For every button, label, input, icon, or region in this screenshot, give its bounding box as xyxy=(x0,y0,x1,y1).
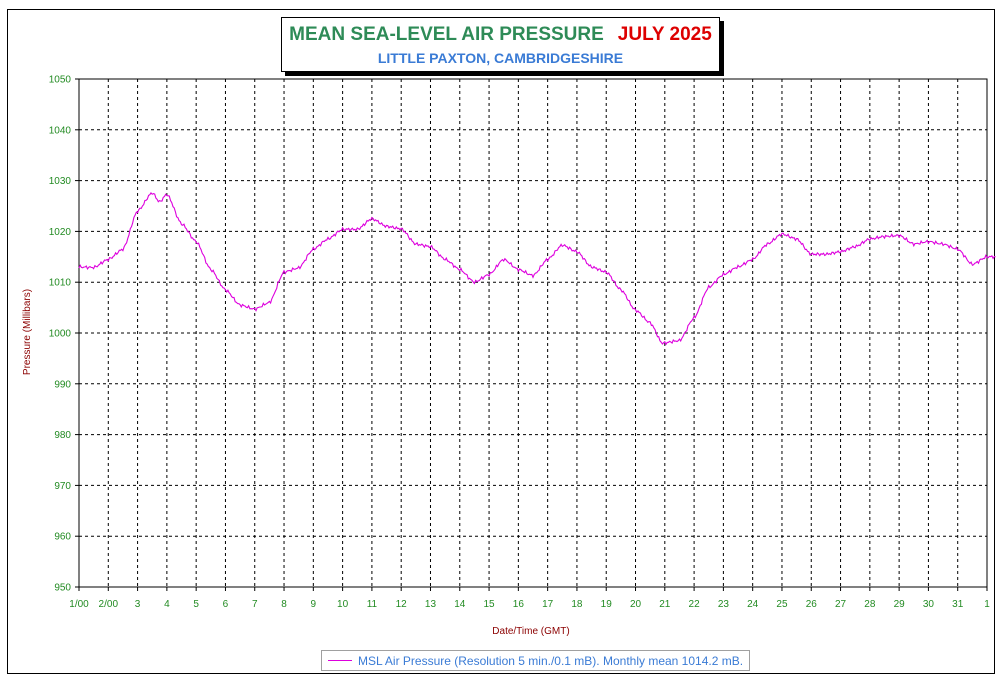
title-line: MEAN SEA-LEVEL AIR PRESSURE JULY 2025 xyxy=(282,24,719,46)
x-tick-labels: 1/00 2/00 3 4 5 6 7 8 9 10 11 12 13 14 15 16 17 18 19 20 21 2… xyxy=(69,599,990,610)
y-tick-label: 1050 xyxy=(49,75,72,86)
x-tick-label: 21 xyxy=(659,599,671,610)
x-tick-label: 19 xyxy=(601,599,613,610)
chart-subtitle: LITTLE PAXTON, CAMBRIDGESHIRE xyxy=(377,50,624,66)
x-tick-label: 8 xyxy=(281,599,287,610)
y-tick-label: 1000 xyxy=(49,329,72,340)
x-tick-label: 5 xyxy=(193,599,199,610)
y-tick-label: 1010 xyxy=(49,278,72,289)
y-tick-label: 1020 xyxy=(49,227,72,238)
chart-title-date: JULY 2025 xyxy=(617,24,712,45)
x-axis-label: Date/Time (GMT) xyxy=(492,626,569,637)
x-tick-label: 27 xyxy=(835,599,847,610)
x-tick-label: 1 xyxy=(984,599,990,610)
x-tick-label: 6 xyxy=(223,599,229,610)
x-tick-label: 20 xyxy=(630,599,642,610)
y-axis-label: Pressure (Millibars) xyxy=(22,289,33,375)
axes xyxy=(75,78,988,591)
x-tick-label: 1/00 xyxy=(69,599,89,610)
x-tick-label: 28 xyxy=(864,599,876,610)
x-tick-label: 22 xyxy=(689,599,701,610)
grid-lines xyxy=(79,79,987,587)
y-tick-label: 960 xyxy=(54,532,71,543)
x-tick-label: 23 xyxy=(718,599,730,610)
x-tick-label: 25 xyxy=(776,599,788,610)
legend-label: MSL Air Pressure (Resolution 5 min./0.1 … xyxy=(358,653,744,668)
x-tick-label: 12 xyxy=(396,599,408,610)
plot-border xyxy=(78,78,988,588)
x-tick-label: 24 xyxy=(747,599,759,610)
x-tick-label: 29 xyxy=(894,599,906,610)
y-tick-label: 1040 xyxy=(49,125,72,136)
x-tick-label: 10 xyxy=(337,599,349,610)
series-layer xyxy=(78,192,996,346)
x-tick-label: 14 xyxy=(454,599,466,610)
x-tick-label: 30 xyxy=(923,599,935,610)
x-tick-label: 9 xyxy=(311,599,317,610)
y-tick-labels: 950 960 970 980 990 1000 1010 1020 1030 1040 1050 xyxy=(49,75,72,594)
x-tick-label: 16 xyxy=(513,599,525,610)
y-tick-label: 980 xyxy=(54,430,71,441)
x-tick-label: 15 xyxy=(484,599,496,610)
x-tick-label: 26 xyxy=(806,599,818,610)
legend-swatch xyxy=(328,660,352,661)
x-tick-label: 2/00 xyxy=(99,599,119,610)
y-tick-label: 990 xyxy=(54,379,71,390)
title-box: MEAN SEA-LEVEL AIR PRESSURE JULY 2025 LIT… xyxy=(281,17,720,72)
x-tick-label: 4 xyxy=(164,599,170,610)
legend: MSL Air Pressure (Resolution 5 min./0.1 … xyxy=(321,650,750,671)
series-line xyxy=(78,192,996,346)
x-tick-label: 3 xyxy=(135,599,141,610)
x-tick-label: 11 xyxy=(367,599,378,610)
x-tick-label: 7 xyxy=(252,599,258,610)
x-tick-label: 13 xyxy=(425,599,437,610)
y-tick-label: 950 xyxy=(54,583,71,594)
x-tick-label: 17 xyxy=(542,599,554,610)
y-tick-label: 1030 xyxy=(49,176,72,187)
chart-title: MEAN SEA-LEVEL AIR PRESSURE xyxy=(289,24,604,45)
chart-frame xyxy=(7,9,995,674)
y-tick-label: 970 xyxy=(54,481,71,492)
x-tick-label: 31 xyxy=(952,599,964,610)
x-tick-label: 18 xyxy=(571,599,583,610)
